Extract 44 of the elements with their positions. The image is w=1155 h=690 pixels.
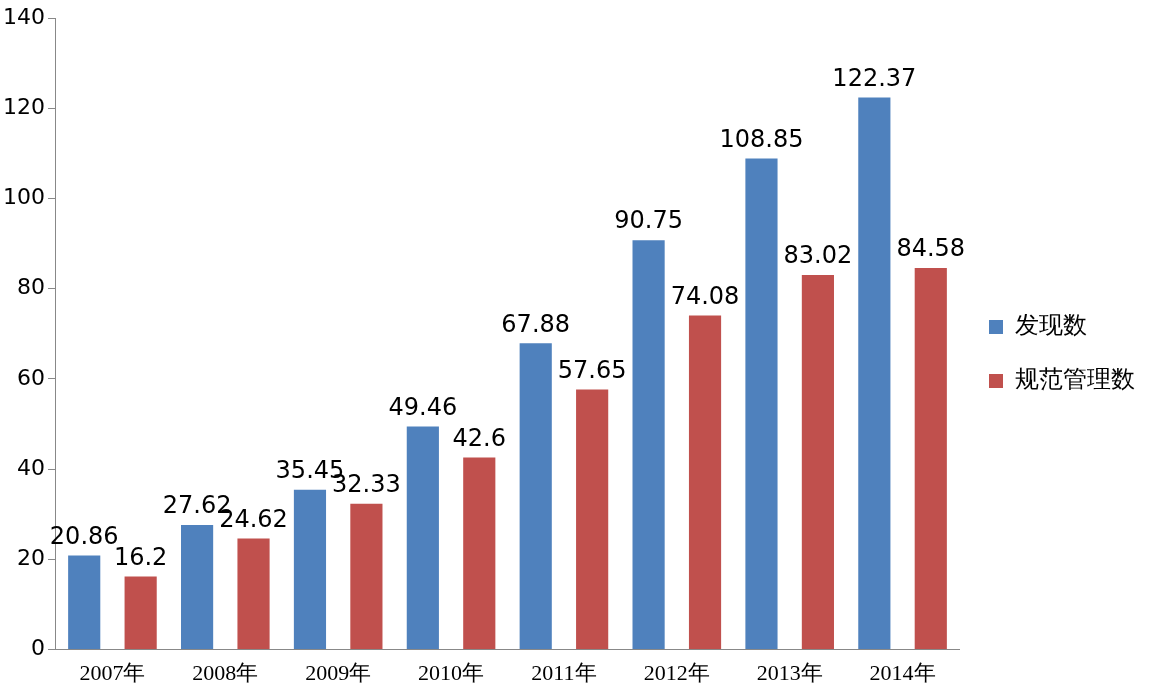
bar [293,489,327,650]
x-tick-label: 2012年 [643,659,710,685]
data-label: 90.75 [614,206,683,235]
data-label: 122.37 [832,63,917,92]
y-tick-label: 0 [30,635,45,661]
bar [350,503,383,650]
bar [68,555,101,650]
x-tick-label: 2010年 [418,659,485,685]
data-label: 108.85 [719,124,804,153]
data-label: 74.08 [670,281,740,310]
y-tick-label: 100 [2,184,45,210]
bar [124,576,157,650]
bar [858,97,891,650]
bar [519,343,552,650]
data-label: 84.58 [896,234,966,263]
y-tick-label: 80 [16,274,45,300]
bar [576,389,609,650]
data-label: 57.65 [557,355,627,384]
bar [914,268,947,650]
y-tick-label: 20 [16,545,45,571]
bar [801,275,834,650]
bar [745,158,778,650]
x-tick-label: 2007年 [79,659,146,685]
bar [632,240,665,650]
data-label: 42.6 [452,423,506,452]
data-label: 49.46 [388,392,458,421]
bar [688,315,722,650]
bar [181,524,214,650]
data-label: 67.88 [501,309,571,338]
x-tick-label: 2011年 [531,659,597,685]
bar [237,538,270,650]
x-tick-label: 2013年 [756,659,823,685]
x-tick-label: 2008年 [192,659,259,685]
y-tick-label: 60 [16,364,45,390]
data-label: 83.02 [783,241,853,270]
y-tick-label: 140 [2,3,45,29]
y-tick-label: 120 [2,93,45,119]
legend-label: 规范管理数 [1015,365,1135,394]
legend-label: 发现数 [1015,311,1087,340]
bar [463,457,496,650]
y-tick-label: 40 [16,454,45,480]
x-tick-label: 2009年 [305,659,372,685]
x-tick-label: 2014年 [869,659,936,685]
bar [406,426,439,650]
